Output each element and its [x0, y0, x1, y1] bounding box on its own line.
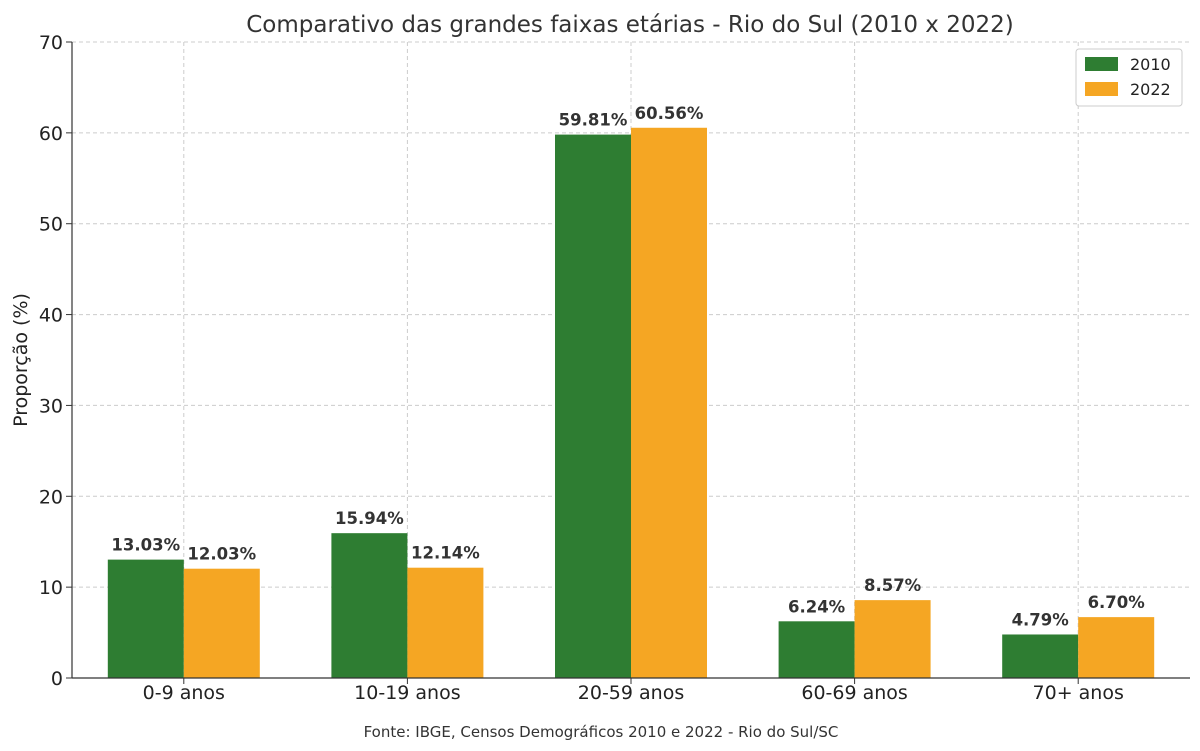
legend-label-2022: 2022 — [1130, 80, 1171, 99]
source-note: Fonte: IBGE, Censos Demográficos 2010 e … — [364, 723, 839, 741]
x-tick-label: 60-69 anos — [801, 682, 907, 704]
legend: 2010 2022 — [1075, 48, 1183, 107]
y-tick-labels: 0 10 20 30 40 50 60 70 — [39, 32, 63, 690]
data-label-2022-2: 60.56% — [635, 104, 704, 123]
y-tick-label: 0 — [51, 668, 63, 690]
bar-2022-1 — [407, 567, 484, 678]
y-tick-label: 60 — [39, 123, 63, 145]
bar-2022-3 — [854, 600, 931, 678]
legend-label-2010: 2010 — [1130, 55, 1171, 74]
data-label-2022-4: 6.70% — [1088, 593, 1146, 612]
bar-2010-2 — [555, 134, 631, 678]
chart-title: Comparativo das grandes faixas etárias -… — [246, 12, 1014, 38]
bar-2022-4 — [1078, 617, 1155, 678]
y-axis-label: Proporção (%) — [10, 293, 32, 427]
x-tick-label: 20-59 anos — [578, 682, 684, 704]
data-label-2010-2: 59.81% — [559, 111, 628, 130]
y-tick-label: 10 — [39, 577, 63, 599]
axes — [66, 41, 1190, 684]
bar-2010-0 — [107, 559, 184, 678]
x-tick-labels: 0-9 anos 10-19 anos 20-59 anos 60-69 anos 70… — [143, 682, 1124, 704]
y-tick-label: 20 — [39, 486, 63, 508]
data-label-2022-3: 8.57% — [864, 576, 922, 595]
data-label-2010-4: 4.79% — [1012, 610, 1070, 629]
x-tick-label: 70+ anos — [1033, 682, 1124, 704]
data-label-2010-0: 13.03% — [111, 536, 180, 555]
bar-2010-4 — [1002, 634, 1079, 678]
data-label-2022-1: 12.14% — [411, 544, 480, 563]
bar-2022-0 — [183, 568, 260, 678]
grid-lines — [72, 41, 1190, 678]
bar-2010-1 — [331, 533, 408, 678]
y-tick-label: 30 — [39, 395, 63, 417]
data-label-2010-3: 6.24% — [788, 597, 846, 616]
y-tick-label: 50 — [39, 214, 63, 236]
bars — [107, 127, 1155, 678]
legend-swatch-2010 — [1085, 57, 1118, 71]
data-labels: 13.03% 12.03% 15.94% 12.14% 59.81% 60.56% 6.24… — [111, 104, 1145, 630]
data-label-2010-1: 15.94% — [335, 509, 404, 528]
x-tick-label: 0-9 anos — [143, 682, 225, 704]
legend-swatch-2022 — [1085, 82, 1118, 96]
y-tick-label: 40 — [39, 305, 63, 327]
bar-2010-3 — [778, 621, 855, 678]
x-tick-label: 10-19 anos — [354, 682, 460, 704]
y-tick-label: 70 — [39, 32, 63, 54]
bar-2022-2 — [631, 127, 707, 678]
data-label-2022-0: 12.03% — [187, 545, 256, 564]
